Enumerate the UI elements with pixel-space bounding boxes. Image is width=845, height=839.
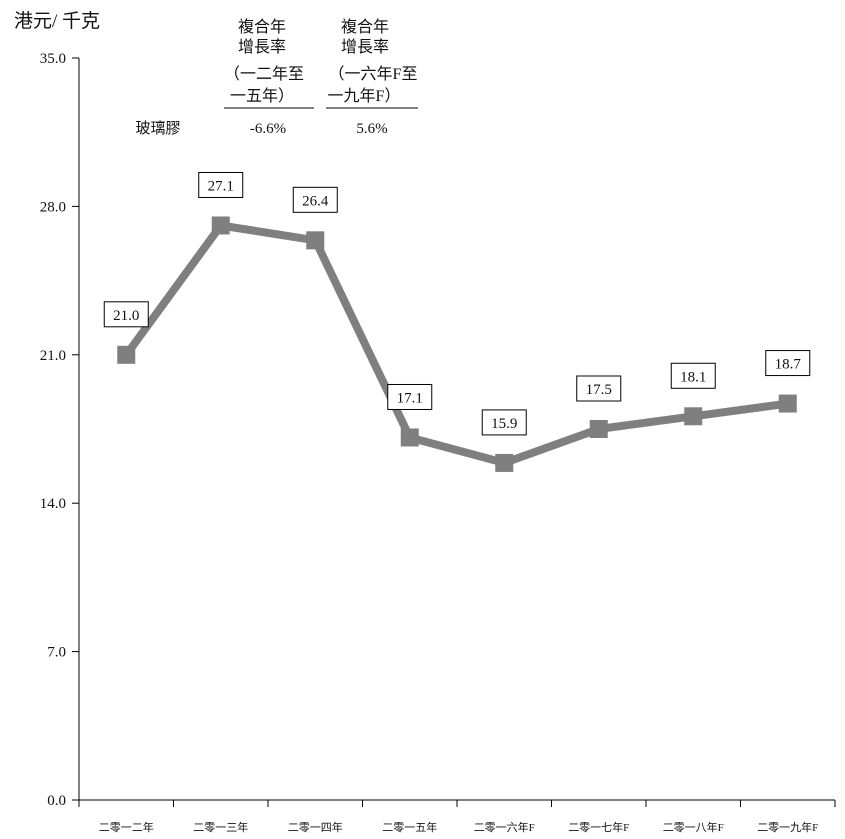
data-label-box [198,171,244,198]
cagr-col1-header-line3: （一二年至 [224,65,304,83]
data-label-box [765,350,811,377]
x-tick-label: 二零一五年 [382,820,437,834]
x-tick-label: 二零一八年F [663,820,724,834]
data-point-marker [211,216,230,235]
data-label-box [387,383,433,410]
data-label-box [576,375,622,402]
data-point-marker [684,407,703,426]
data-point-marker [589,420,608,438]
data-label: 18.1 [680,369,706,385]
data-point-marker [778,394,797,413]
x-tick-label: 二零一二年 [99,820,154,834]
data-label: 26.4 [302,193,329,209]
data-point-marker [117,345,136,364]
x-tick-label: 二零一七年F [568,820,629,834]
cagr-col2-value: 5.6% [356,121,387,137]
cagr-col1-header-line1: 複合年 [238,18,286,36]
data-label: 17.1 [397,390,423,406]
data-label-box [292,186,338,213]
x-tick-label: 二零一四年 [288,820,343,834]
y-tick-label: 28.0 [40,199,66,215]
data-label-box [103,301,149,328]
cagr-col2-header-line2: 增長率 [341,38,389,56]
data-point-marker [400,428,419,447]
data-label: 21.0 [113,308,139,324]
data-point-marker [495,453,514,472]
data-labels-group: 21.0 27.1 26.4 17.1 15.9 17.5 18.1 18.7 [103,171,811,436]
data-point-marker [306,231,325,250]
data-label-box [670,362,716,389]
cagr-col1-value: -6.6% [250,121,286,137]
data-label: 15.9 [491,416,517,432]
cagr-row-label: 玻璃膠 [135,120,180,137]
series-group [117,216,797,472]
data-label: 18.7 [775,357,802,373]
data-label: 27.1 [208,178,234,194]
cagr-col1-header-line2: 增長率 [238,38,286,56]
axes: 0.0 7.0 14.0 21.0 28.0 35.0 二零一二年 二零一三年 二零一四年 二零一… [40,51,836,834]
y-axis-unit-label: 港元/ 千克 [14,10,100,32]
x-tick-label: 二零一三年 [193,820,248,834]
y-tick-label: 35.0 [40,51,66,67]
y-tick-label: 21.0 [40,348,66,364]
cagr-table: 複合年 增長率 （一二年至 一五年） 複合年 增長率 （一六年F至 一九年F） … [135,18,418,137]
cagr-col2-header-line1: 複合年 [341,18,389,36]
series-line [123,221,789,467]
cagr-col2-header-line4: 一九年F） [328,87,401,105]
data-label: 17.5 [586,382,612,398]
y-tick-label: 0.0 [47,793,66,809]
cagr-col1-header-line4: 一五年） [230,87,294,105]
data-label-box [481,409,527,436]
x-tick-label: 二零一九年F [757,820,818,834]
y-tick-label: 7.0 [47,645,66,661]
cagr-col2-header-line3: （一六年F至 [329,65,418,83]
y-tick-label: 14.0 [40,496,66,512]
x-tick-label: 二零一六年F [474,820,535,834]
